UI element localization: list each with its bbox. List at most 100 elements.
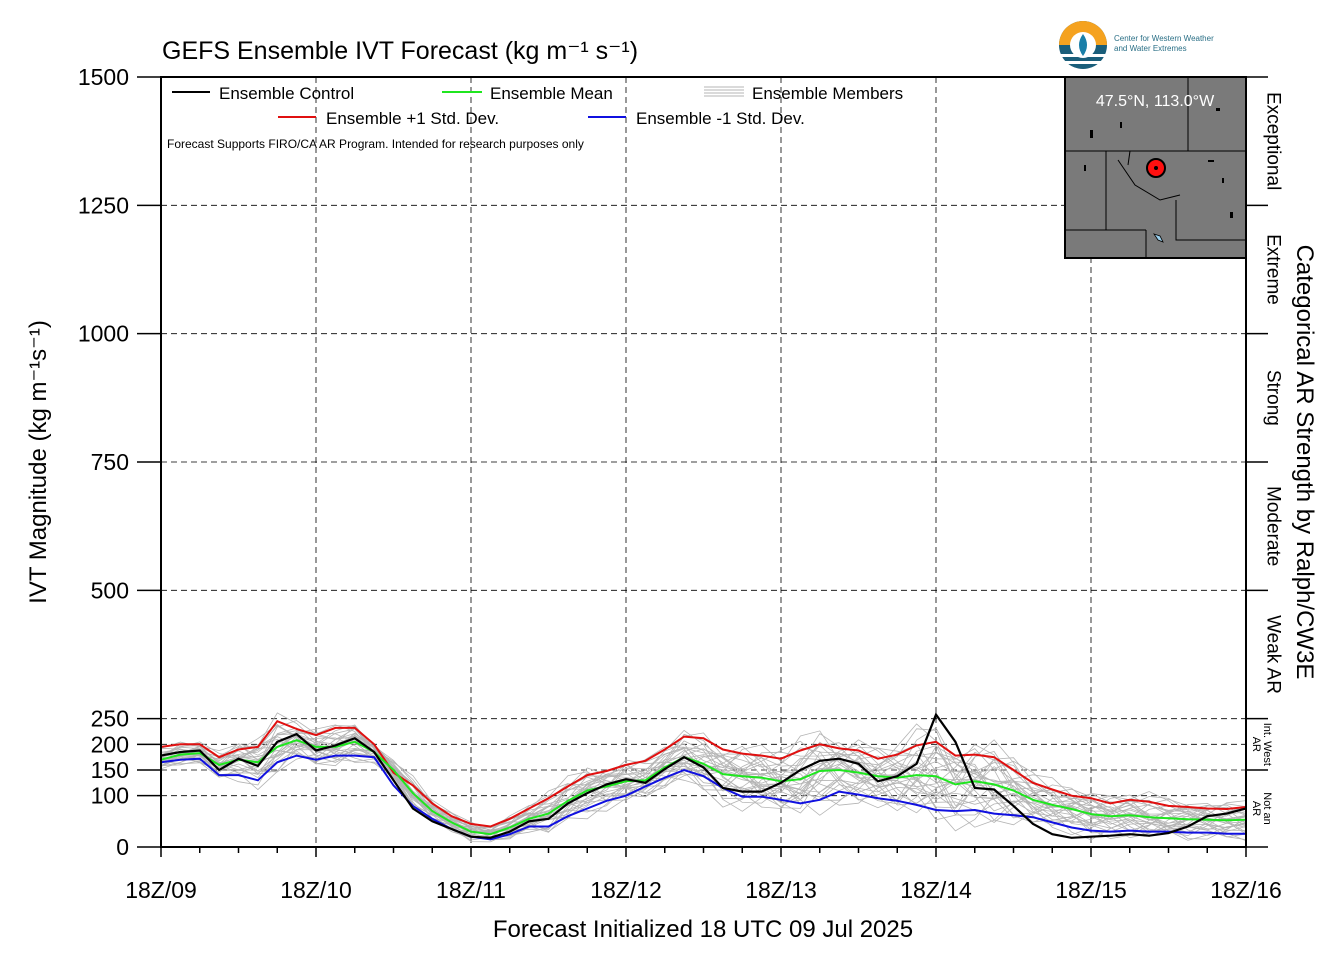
ensemble-member-line (161, 733, 1246, 836)
data-point-ensemble-1-std-dev (509, 833, 511, 835)
data-point-ensemble-1-std-dev (1012, 769, 1015, 771)
data-point-ensemble-control (974, 787, 976, 789)
data-point-ensemble-control (954, 741, 957, 743)
legend-label-plus-std: Ensemble +1 Std. Dev. (326, 109, 499, 128)
data-point-ensemble-control (1129, 833, 1131, 835)
map-lakes (1084, 108, 1233, 218)
data-point-ensemble-control (722, 787, 724, 789)
data-point-ensemble-1-std-dev (799, 802, 802, 805)
data-point-ensemble-1-std-dev (179, 758, 182, 761)
data-point-ensemble-1-std-dev (218, 774, 220, 776)
ensemble-member-line (161, 730, 1246, 833)
data-point-ensemble-control (1070, 837, 1073, 839)
data-point-ensemble-1-std-dev (257, 746, 259, 748)
data-point-ensemble-control (1187, 825, 1189, 828)
data-point-ensemble-1-std-dev (1225, 808, 1228, 810)
ar-category-axis: Exceptional Extreme Strong Moderate Weak AR I… (1246, 76, 1283, 848)
data-point-ensemble-control (315, 749, 317, 752)
cw3e-logo: Center for Western Weather and Water Ext… (1059, 21, 1214, 69)
data-point-ensemble-1-std-dev (1090, 797, 1092, 799)
data-point-ensemble-1-std-dev (819, 799, 821, 801)
data-point-ensemble-control (741, 790, 744, 793)
data-point-ensemble-control (586, 792, 589, 794)
data-point-ensemble-control (509, 830, 511, 833)
y-tick-label: 0 (116, 834, 129, 860)
data-point-ensemble-1-std-dev (741, 752, 744, 755)
data-point-ensemble-1-std-dev (993, 812, 995, 815)
data-point-ensemble-control (354, 737, 356, 739)
data-point-ensemble-mean (1109, 815, 1112, 817)
data-point-ensemble-mean (257, 761, 259, 764)
data-point-ensemble-1-std-dev (857, 793, 860, 796)
data-point-ensemble-mean (722, 773, 724, 775)
data-point-ensemble-control (838, 757, 840, 760)
inset-location-label: 47.5°N, 113.0°W (1096, 93, 1215, 110)
data-point-ensemble-1-std-dev (838, 747, 840, 750)
data-point-ensemble-1-std-dev (896, 800, 899, 802)
category-label: Weak AR (1262, 615, 1283, 694)
data-point-ensemble-control (450, 828, 453, 830)
legend-label-control: Ensemble Control (219, 84, 354, 103)
data-point-ensemble-1-std-dev (1206, 831, 1209, 834)
data-point-ensemble-1-std-dev (702, 737, 705, 739)
x-tick-label: 18Z/11 (436, 877, 506, 903)
data-point-ensemble-1-std-dev (392, 784, 395, 787)
y-tick-label: 1500 (78, 64, 129, 90)
ensemble-member-line (161, 724, 1246, 835)
data-point-ensemble-mean (470, 830, 472, 833)
data-point-ensemble-1-std-dev (954, 754, 957, 757)
data-point-ensemble-1-std-dev (295, 754, 298, 757)
data-point-ensemble-control (702, 766, 705, 769)
data-point-ensemble-1-std-dev (567, 785, 569, 788)
data-point-ensemble-mean (315, 746, 317, 748)
y-tick-label: 750 (91, 449, 129, 475)
data-point-ensemble-1-std-dev (450, 815, 453, 817)
data-point-ensemble-1-std-dev (1167, 805, 1170, 807)
data-point-ensemble-mean (838, 769, 840, 771)
data-point-ensemble-1-std-dev (625, 764, 627, 766)
data-point-ensemble-mean (1032, 799, 1034, 801)
data-point-ensemble-mean (605, 785, 608, 788)
data-point-ensemble-1-std-dev (315, 758, 317, 761)
y-axis-label: IVT Magnitude (kg m⁻¹s⁻¹) (25, 320, 52, 604)
data-point-ensemble-control (1032, 823, 1034, 825)
ensemble-series (161, 712, 1246, 841)
data-point-ensemble-control (334, 744, 337, 747)
data-point-ensemble-mean (857, 771, 860, 774)
data-point-ensemble-control (1012, 805, 1015, 807)
data-point-ensemble-1-std-dev (1090, 829, 1092, 832)
chart-title: GEFS Ensemble IVT Forecast (kg m⁻¹ s⁻¹) (162, 37, 638, 65)
x-tick-label: 18Z/14 (900, 877, 972, 903)
data-point-ensemble-1-std-dev (1051, 788, 1054, 791)
data-point-ensemble-mean (915, 774, 918, 776)
data-point-ensemble-1-std-dev (760, 795, 763, 798)
y-tick-label: 200 (91, 731, 129, 757)
data-point-ensemble-1-std-dev (741, 795, 744, 798)
data-point-ensemble-mean (567, 800, 569, 802)
data-point-ensemble-mean (199, 752, 201, 754)
data-point-ensemble-mean (877, 775, 879, 777)
data-point-ensemble-control (1206, 815, 1209, 817)
data-point-ensemble-control (644, 782, 647, 784)
data-point-ensemble-1-std-dev (974, 753, 976, 756)
data-point-ensemble-1-std-dev (257, 779, 259, 782)
data-point-ensemble-1-std-dev (1206, 807, 1209, 810)
category-label: Exceptional (1262, 92, 1283, 190)
y-tick-label: 150 (91, 757, 129, 783)
data-point-ensemble-control (780, 782, 782, 784)
data-point-ensemble-mean (431, 810, 434, 812)
data-point-ensemble-mean (509, 826, 511, 829)
data-point-ensemble-mean (295, 739, 298, 741)
data-point-ensemble-1-std-dev (199, 743, 201, 746)
data-point-ensemble-mean (218, 764, 220, 766)
inset-map: 47.5°N, 113.0°W (1064, 76, 1247, 259)
data-point-ensemble-mean (392, 769, 395, 771)
data-point-ensemble-mean (1187, 818, 1189, 821)
data-point-ensemble-mean (1148, 816, 1150, 818)
data-point-ensemble-1-std-dev (179, 743, 182, 746)
data-point-ensemble-mean (1225, 819, 1228, 822)
data-point-ensemble-1-std-dev (1032, 816, 1034, 818)
data-point-ensemble-mean (586, 789, 589, 792)
data-point-ensemble-1-std-dev (276, 720, 279, 722)
